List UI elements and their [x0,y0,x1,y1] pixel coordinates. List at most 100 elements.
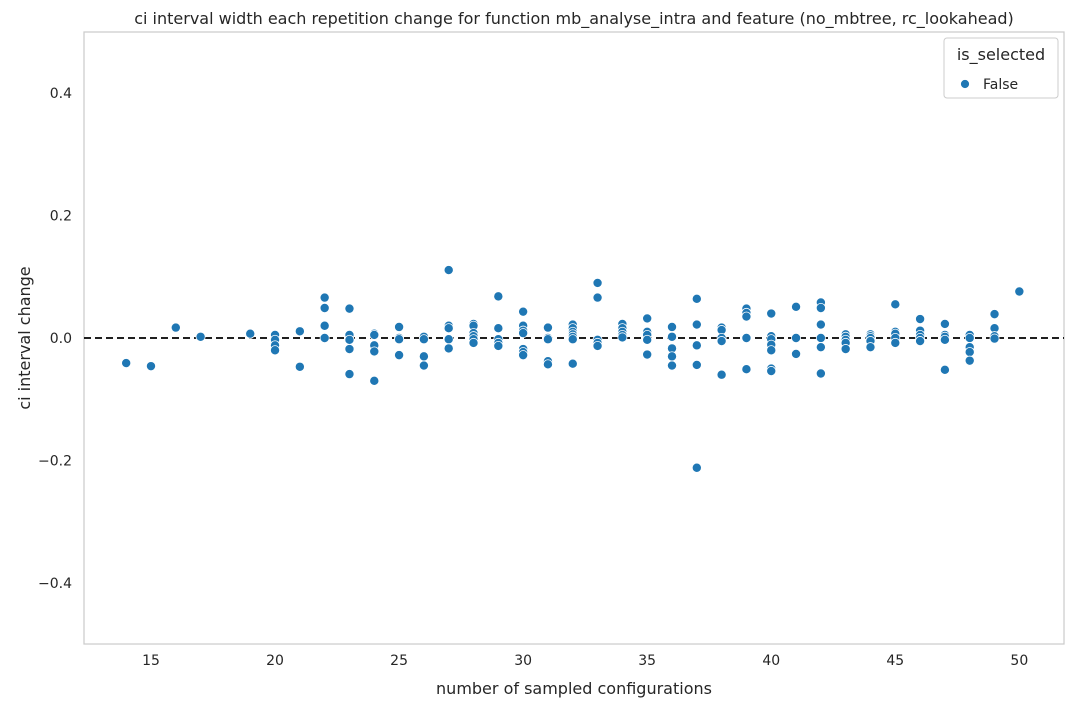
y-axis-label: ci interval change [15,266,34,409]
data-point [468,337,479,348]
data-point [642,349,653,360]
data-point [939,364,950,375]
data-point [741,364,752,375]
data-point [443,334,454,345]
data-point [418,360,429,371]
y-axis: −0.4 −0.2 0.0 0.2 0.4 [38,86,72,592]
data-point [369,329,380,340]
data-point [394,321,405,332]
scatter-points [121,265,1025,473]
data-point [766,366,777,377]
data-point [170,322,181,333]
data-point [319,292,330,303]
legend-entry-false: False [983,77,1018,93]
data-point [939,318,950,329]
y-tick-label: 0.4 [50,86,72,102]
data-point [815,319,826,330]
data-point [394,350,405,361]
data-point [741,332,752,343]
data-point [766,345,777,356]
y-tick-label: 0.2 [50,209,72,225]
data-point [567,334,578,345]
data-point [245,328,256,339]
data-point [815,368,826,379]
data-point [667,321,678,332]
y-tick-label: 0.0 [50,331,72,347]
x-axis: 15 20 25 30 35 40 45 50 [142,653,1028,669]
data-point [443,343,454,354]
data-point [791,348,802,359]
data-point [989,309,1000,320]
data-point [716,336,727,347]
data-point [369,346,380,357]
data-point [840,344,851,355]
x-tick-label: 30 [514,653,532,669]
data-point [567,358,578,369]
data-point [815,332,826,343]
data-point [121,358,132,369]
x-tick-label: 25 [390,653,408,669]
data-point [667,360,678,371]
data-point [518,328,529,339]
x-tick-label: 15 [142,653,160,669]
data-point [319,303,330,314]
x-tick-label: 45 [886,653,904,669]
data-point [518,350,529,361]
x-tick-label: 50 [1010,653,1028,669]
data-point [443,265,454,276]
data-point [791,332,802,343]
data-point [865,342,876,353]
x-tick-label: 35 [638,653,656,669]
legend-marker-false [960,79,970,89]
data-point [1014,286,1025,297]
data-point [394,334,405,345]
data-point [890,299,901,310]
data-point [691,359,702,370]
data-point [418,334,429,345]
legend-box [943,37,1059,99]
data-point [518,306,529,317]
data-point [542,334,553,345]
y-tick-label: −0.2 [38,453,72,469]
data-point [766,308,777,319]
data-point [493,340,504,351]
data-point [195,331,206,342]
data-point [270,345,281,356]
x-axis-label: number of sampled configurations [436,679,712,698]
data-point [667,351,678,362]
data-point [443,323,454,334]
x-tick-label: 20 [266,653,284,669]
data-point [344,303,355,314]
data-point [542,359,553,370]
data-point [691,293,702,304]
legend-title: is_selected [957,45,1045,65]
data-point [493,323,504,334]
data-point [319,332,330,343]
data-point [691,462,702,473]
data-point [691,319,702,330]
data-point [741,311,752,322]
data-point [989,333,1000,344]
data-point [691,340,702,351]
data-point [915,336,926,347]
data-point [592,277,603,288]
data-point [369,375,380,386]
y-tick-label: −0.4 [38,576,72,592]
data-point [344,334,355,345]
data-point [493,291,504,302]
data-point [815,342,826,353]
chart-title: ci interval width each repetition change… [134,9,1014,29]
data-point [716,369,727,380]
data-point [642,313,653,324]
data-point [815,303,826,314]
data-point [642,334,653,345]
data-point [617,332,628,343]
data-point [542,322,553,333]
data-point [915,314,926,325]
data-point [418,351,429,362]
data-point [964,347,975,358]
data-point [964,355,975,366]
data-point [319,320,330,331]
data-point [592,292,603,303]
